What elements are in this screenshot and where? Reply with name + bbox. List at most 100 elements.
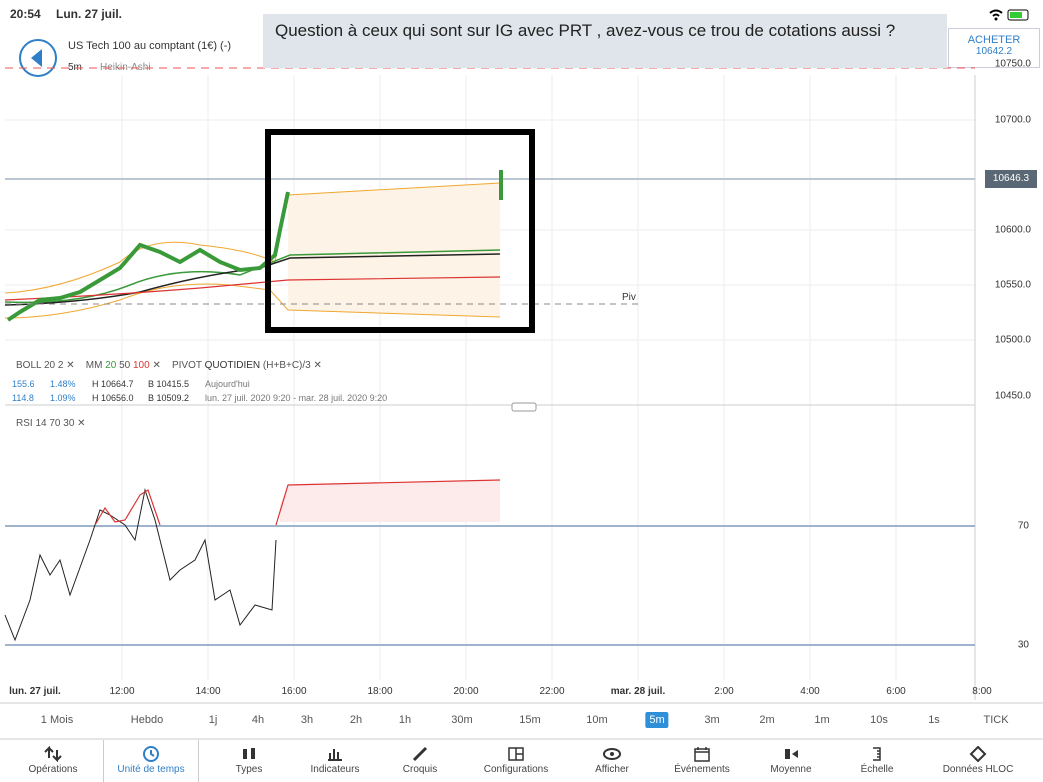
buy-price: 10642.2 [975, 46, 1013, 57]
tab-icon [603, 748, 621, 760]
price-tick-label: 10450.0 [994, 390, 1031, 402]
status-icons [989, 9, 1029, 21]
question-overlay: Question à ceux qui sont sur IG avec PRT… [263, 14, 947, 68]
stat-value: Aujourd'hui [205, 379, 250, 389]
tab-icon [969, 746, 987, 762]
pivot-period: QUOTIDIEN [204, 360, 261, 371]
timeframe-option[interactable]: 1 Mois [40, 714, 74, 726]
timeframe-option[interactable]: 1j [208, 714, 218, 726]
current-price: 10646.3 [985, 170, 1037, 188]
time-tick-label: 14:00 [195, 686, 221, 697]
tab-icon [873, 747, 881, 761]
instrument-name: US Tech 100 au comptant (1€) (-) [68, 40, 232, 52]
stat-value: 155.6 [12, 379, 35, 389]
boll-period: 20 [43, 360, 56, 371]
timeframe-option[interactable]: 4h [251, 714, 265, 726]
stat-value: H 10664.7 [92, 379, 134, 389]
rsi-lower: 30 [63, 418, 75, 429]
rsi-tick-label: 70 [1017, 520, 1029, 532]
tab-icon [328, 749, 342, 761]
time-tick-label: lun. 27 juil. [9, 686, 61, 697]
mm-period: 50 [119, 360, 131, 371]
tab[interactable]: Événements [655, 740, 749, 782]
stat-value: lun. 27 juil. 2020 9:20 - mar. 28 juil. … [205, 393, 388, 403]
price-tick-label: 10700.0 [994, 114, 1031, 126]
time-tick-label: 6:00 [886, 686, 906, 697]
price-tick-label: 10600.0 [994, 224, 1031, 236]
tab-label: Moyenne [770, 764, 812, 775]
interval: 5m [68, 62, 82, 73]
tab-icon [508, 747, 524, 761]
tab-icon [785, 749, 798, 759]
tab-icon [694, 747, 710, 762]
price-tick-label: 10550.0 [994, 279, 1031, 291]
stat-value: 1.48% [50, 379, 76, 389]
tab-label: Données HLOC [942, 764, 1014, 775]
timeframe-option[interactable]: 1m [814, 714, 830, 726]
timeframe-option[interactable]: TICK [983, 714, 1009, 726]
time-tick-label: mar. 28 juil. [610, 686, 666, 697]
tab-icon [143, 746, 159, 762]
time-tick-label: 20:00 [453, 686, 479, 697]
time-tick-label: 12:00 [109, 686, 135, 697]
timeframe-option[interactable]: 1s [928, 714, 940, 726]
tab-icon [44, 746, 62, 762]
tab-label: Configurations [483, 764, 549, 775]
stat-value: 1.09% [50, 393, 76, 403]
tab-label: Événements [674, 764, 730, 775]
tab[interactable]: Types [202, 740, 296, 782]
boll-dev: 2 [57, 360, 64, 371]
mm: MM [85, 360, 103, 371]
rsi-upper: 70 [49, 418, 61, 429]
tab[interactable]: Données HLOC [931, 740, 1025, 782]
time-tick-label: 2:00 [714, 686, 734, 697]
stat-value: 114.8 [12, 393, 34, 403]
rsi-legend: RSI 14 70 30 ✕ [16, 418, 86, 429]
tab-label: Unité de temps [117, 764, 185, 775]
tab[interactable]: Moyenne [744, 740, 838, 782]
timeframe-option[interactable]: 30m [451, 714, 473, 726]
status-time: 20:54 [10, 7, 41, 21]
timeframe-option[interactable]: 2h [349, 714, 363, 726]
rsi-tick-label: 30 [1017, 639, 1029, 651]
boll: BOLL [16, 360, 42, 371]
timeframe-option[interactable]: 3h [300, 714, 314, 726]
timeframe-option[interactable]: 15m [519, 714, 541, 726]
timeframe-option[interactable]: 2m [759, 714, 775, 726]
chart-type: Heikin-Ashi [100, 62, 151, 73]
tab[interactable]: Échelle [830, 740, 924, 782]
tab[interactable]: Croquis [373, 740, 467, 782]
time-tick-label: 22:00 [539, 686, 565, 697]
back-button[interactable] [18, 38, 58, 78]
timeframe-option[interactable]: 10s [870, 714, 888, 726]
tab-label: Types [235, 764, 263, 775]
timeframe-option[interactable]: 1h [398, 714, 412, 726]
price-tick-label: 10750.0 [994, 58, 1031, 70]
tab[interactable]: Unité de temps [103, 740, 199, 782]
mm-period: 100 [133, 360, 150, 371]
price-tick-label: 10500.0 [994, 334, 1031, 346]
timeframe-option[interactable]: Hebdo [130, 714, 164, 726]
stat-value: B 10509.2 [148, 393, 190, 403]
timeframe-option[interactable]: 5m [645, 712, 669, 728]
tab-label: Indicateurs [310, 764, 360, 775]
pivot: PIVOT [171, 360, 202, 371]
tab[interactable]: Opérations [6, 740, 100, 782]
time-tick-label: 16:00 [281, 686, 307, 697]
timeframe-option[interactable]: 10m [586, 714, 608, 726]
pivot-label: Piv [622, 292, 636, 303]
stat-value: H 10656.0 [92, 393, 134, 403]
tab-label: Afficher [595, 764, 629, 775]
buy-label: ACHETER [967, 34, 1021, 46]
indicator-legend: BOLL 20 2 ✕ MM 20 50 100 ✕ PIVOT QUOTIDI… [16, 360, 322, 371]
tab[interactable]: Configurations [469, 740, 563, 782]
time-tick-label: 18:00 [367, 686, 393, 697]
buy-button[interactable]: ACHETER 10642.2 [948, 28, 1040, 68]
tab-label: Échelle [860, 764, 894, 775]
tab[interactable]: Indicateurs [288, 740, 382, 782]
tab[interactable]: Afficher [565, 740, 659, 782]
timeframe-option[interactable]: 3m [704, 714, 720, 726]
rsi-period: 14 [35, 418, 47, 429]
